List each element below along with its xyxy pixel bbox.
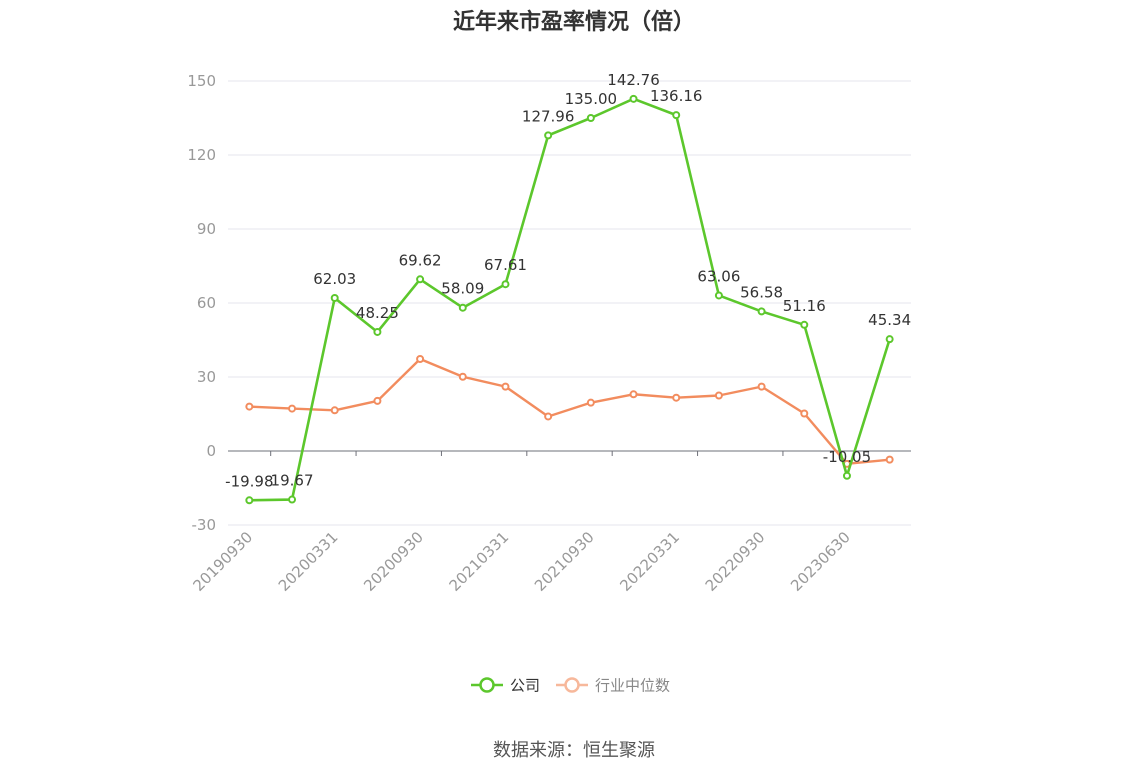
- company-point: [544, 131, 553, 140]
- company-data-label: 56.58: [740, 283, 783, 301]
- company-point: [586, 114, 595, 122]
- x-tick-label: 20210930: [531, 528, 598, 595]
- legend-label: 公司: [510, 677, 540, 695]
- company-point: [629, 94, 638, 103]
- company-data-label: 48.25: [356, 304, 399, 322]
- company-point: [416, 275, 425, 284]
- legend-marker-icon: [479, 677, 495, 693]
- company-point: [330, 293, 339, 302]
- company-data-label: 67.61: [484, 256, 527, 274]
- industry-point: [714, 391, 723, 400]
- company-data-label: 63.06: [697, 267, 740, 285]
- y-tick-label: 0: [206, 442, 216, 460]
- company-point: [757, 307, 766, 316]
- industry-point: [288, 404, 297, 413]
- legend-label: 行业中位数: [595, 677, 670, 695]
- company-data-label: 69.62: [399, 251, 442, 269]
- industry-point: [629, 390, 638, 399]
- legend-marker-icon: [564, 677, 580, 693]
- company-data-label: 142.76: [607, 71, 660, 89]
- company-data-label: -10.05: [823, 448, 871, 466]
- industry-point: [330, 406, 339, 415]
- company-line: [249, 97, 891, 502]
- company-point: [458, 303, 467, 312]
- legend-item-industry[interactable]: 行业中位数: [556, 677, 670, 695]
- y-tick-label: 30: [197, 368, 216, 386]
- industry-point: [501, 382, 510, 391]
- industry-point: [416, 354, 425, 363]
- industry-point: [757, 382, 766, 391]
- company-point: [672, 111, 681, 120]
- company-point: [501, 280, 510, 289]
- x-tick-label: 20220331: [616, 528, 683, 595]
- company-point: [885, 335, 894, 344]
- company-data-label: 136.16: [650, 87, 703, 105]
- company-data-label: 62.03: [313, 270, 356, 288]
- data-source-note: 数据来源：恒生聚源: [493, 740, 655, 761]
- y-tick-label: 150: [187, 72, 216, 90]
- company-data-label: 127.96: [522, 107, 575, 125]
- legend[interactable]: 公司 行业中位数: [471, 677, 670, 695]
- x-tick-label: 20220930: [702, 528, 769, 595]
- industry-point: [544, 412, 553, 421]
- y-tick-label: -30: [192, 516, 217, 534]
- company-point: [842, 471, 851, 480]
- company-data-label: 51.16: [783, 297, 826, 315]
- industry-line: [249, 357, 890, 466]
- company-data-label: 19.67: [271, 472, 314, 490]
- x-tick-label: 20200930: [360, 528, 427, 595]
- legend-item-company[interactable]: 公司: [471, 677, 540, 695]
- y-tick-label: 120: [187, 146, 216, 164]
- company-data-label: -19.98: [225, 472, 273, 490]
- industry-point: [458, 372, 467, 381]
- x-tick-label: 20230630: [787, 528, 854, 595]
- industry-point: [885, 455, 894, 464]
- industry-point: [800, 409, 809, 418]
- company-data-label: 58.09: [441, 280, 484, 298]
- x-tick-label: 20200331: [275, 528, 342, 595]
- x-tick-label: 20190930: [189, 528, 256, 595]
- y-tick-label: 60: [197, 294, 216, 312]
- industry-point: [672, 393, 681, 402]
- chart-title: 近年来市盈率情况（倍）: [452, 10, 695, 35]
- x-tick-label: 20210331: [446, 528, 513, 595]
- industry-point: [373, 396, 382, 405]
- company-data-label: 45.34: [868, 311, 911, 329]
- company-point: [288, 495, 297, 504]
- company-point: [245, 496, 254, 505]
- series-layer: [245, 94, 894, 505]
- company-point: [800, 320, 809, 329]
- company-point: [714, 291, 723, 300]
- company-point: [373, 327, 382, 336]
- company-data-label: 135.00: [565, 90, 618, 108]
- industry-point: [586, 398, 595, 407]
- industry-point: [245, 402, 254, 411]
- y-tick-label: 90: [197, 220, 216, 238]
